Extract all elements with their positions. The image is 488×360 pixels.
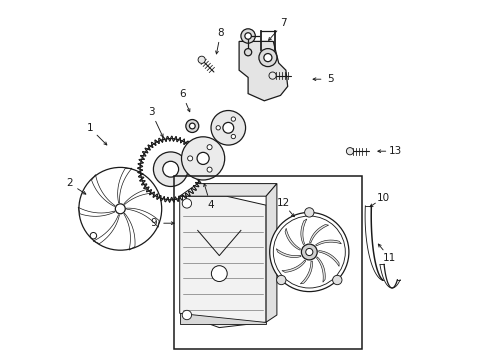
Text: 5: 5	[327, 74, 333, 84]
Text: 3: 3	[148, 107, 154, 117]
Circle shape	[276, 275, 285, 285]
Polygon shape	[123, 188, 159, 204]
Circle shape	[182, 310, 191, 320]
Text: 10: 10	[376, 193, 389, 203]
Circle shape	[231, 134, 235, 139]
Polygon shape	[282, 260, 305, 273]
Circle shape	[231, 117, 235, 121]
Polygon shape	[300, 261, 312, 284]
Circle shape	[346, 148, 353, 155]
Circle shape	[223, 122, 233, 133]
Circle shape	[244, 33, 251, 39]
Polygon shape	[239, 41, 287, 101]
Polygon shape	[118, 168, 132, 203]
Polygon shape	[276, 249, 300, 257]
Text: 4: 4	[207, 200, 213, 210]
Polygon shape	[316, 257, 325, 282]
Circle shape	[305, 248, 312, 256]
Polygon shape	[179, 184, 276, 196]
Text: 8: 8	[217, 27, 224, 37]
Circle shape	[269, 212, 348, 292]
Polygon shape	[179, 196, 265, 328]
Polygon shape	[300, 219, 306, 244]
Text: 9: 9	[150, 218, 157, 228]
Text: 13: 13	[388, 146, 402, 156]
Polygon shape	[315, 240, 341, 246]
Text: 6: 6	[179, 89, 185, 99]
Polygon shape	[126, 208, 159, 227]
Circle shape	[304, 208, 313, 217]
Polygon shape	[265, 184, 276, 322]
Circle shape	[140, 139, 201, 200]
Polygon shape	[285, 228, 300, 250]
Text: 1: 1	[86, 123, 93, 133]
Circle shape	[244, 49, 251, 56]
Circle shape	[268, 72, 276, 79]
Polygon shape	[93, 215, 119, 244]
Polygon shape	[318, 251, 339, 266]
Polygon shape	[91, 175, 115, 207]
Circle shape	[301, 244, 317, 260]
Circle shape	[163, 161, 178, 177]
Polygon shape	[123, 213, 135, 250]
Circle shape	[187, 156, 192, 161]
Circle shape	[241, 29, 255, 43]
Circle shape	[189, 123, 195, 129]
Circle shape	[198, 56, 205, 63]
Polygon shape	[309, 225, 328, 243]
Text: 11: 11	[382, 252, 395, 262]
Circle shape	[206, 145, 212, 150]
Circle shape	[211, 266, 227, 282]
Polygon shape	[78, 207, 115, 216]
Circle shape	[211, 111, 245, 145]
Circle shape	[185, 120, 199, 132]
Circle shape	[216, 126, 220, 130]
Circle shape	[206, 167, 212, 172]
Circle shape	[182, 199, 191, 208]
Circle shape	[332, 275, 341, 285]
Circle shape	[264, 54, 271, 62]
Text: 2: 2	[66, 178, 72, 188]
Bar	[174, 176, 361, 349]
Text: 12: 12	[276, 198, 289, 208]
Text: 7: 7	[280, 18, 286, 28]
Circle shape	[258, 49, 276, 67]
Circle shape	[197, 152, 209, 165]
Polygon shape	[179, 313, 265, 324]
Circle shape	[153, 152, 187, 186]
Circle shape	[181, 137, 224, 180]
